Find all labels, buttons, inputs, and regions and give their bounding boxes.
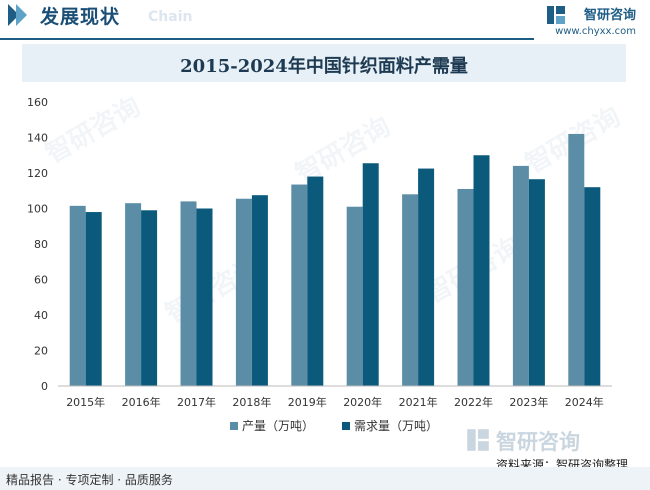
bar-production-2021年 bbox=[402, 194, 419, 386]
x-tick-label: 2024年 bbox=[565, 395, 604, 409]
bar-demand-2023年 bbox=[528, 179, 545, 386]
legend-label: 需求量（万吨） bbox=[354, 419, 438, 433]
x-tick-label: 2021年 bbox=[399, 395, 438, 409]
x-axis: 2015年 2016年 2017年 2018年 2019年 2020年 2021年 2022年… bbox=[58, 385, 612, 409]
x-tick-label: 2018年 bbox=[232, 395, 271, 409]
chart-title: 2015-2024年中国针织面料产需量 bbox=[180, 56, 468, 77]
bar-production-2016年 bbox=[125, 203, 142, 386]
section-marker-icon bbox=[8, 4, 19, 26]
header-divider bbox=[0, 38, 534, 40]
x-tick-label: 2017年 bbox=[177, 395, 216, 409]
bar-production-2018年 bbox=[235, 198, 252, 386]
bar-production-2023年 bbox=[512, 165, 529, 386]
bars bbox=[69, 133, 601, 386]
section-marker-icon-2 bbox=[16, 4, 27, 26]
legend: 产量（万吨） 需求量（万吨） bbox=[230, 419, 438, 433]
footer-logo-icon bbox=[467, 429, 489, 451]
legend-swatch bbox=[230, 422, 238, 430]
y-axis: 0 20 40 60 80 100 120 140 160 bbox=[27, 96, 48, 393]
legend-label: 产量（万吨） bbox=[242, 419, 314, 433]
header: 发展现状 Chain 智研咨询 www.chyxx.com bbox=[0, 0, 650, 44]
legend-swatch bbox=[342, 422, 350, 430]
x-tick-label: 2016年 bbox=[122, 395, 161, 409]
chart-title-band: 2015-2024年中国针织面料产需量 bbox=[22, 44, 626, 82]
footer-tagline: 精品报告 · 专项定制 · 品质服务 bbox=[6, 473, 173, 487]
bar-demand-2015年 bbox=[85, 212, 102, 386]
bar-demand-2021年 bbox=[418, 168, 435, 386]
footer-logo-text: 智研咨询 bbox=[496, 430, 580, 454]
y-tick-label: 20 bbox=[34, 345, 48, 358]
x-tick-label: 2022年 bbox=[454, 395, 493, 409]
bar-production-2019年 bbox=[291, 184, 308, 386]
x-tick-label: 2020年 bbox=[343, 395, 382, 409]
section-title: 发展现状 bbox=[40, 6, 121, 28]
x-tick-label: 2019年 bbox=[288, 395, 327, 409]
bar-demand-2018年 bbox=[251, 195, 268, 386]
y-tick-label: 120 bbox=[27, 167, 48, 180]
bar-production-2022年 bbox=[457, 188, 474, 386]
section-subtitle: Chain bbox=[148, 9, 193, 25]
bar-demand-2022年 bbox=[473, 155, 490, 386]
x-tick-label: 2015年 bbox=[66, 395, 105, 409]
brand-logo-icon bbox=[547, 6, 565, 24]
y-tick-label: 140 bbox=[27, 132, 48, 145]
brand-name: 智研咨询 bbox=[583, 8, 636, 23]
bar-production-2017年 bbox=[180, 201, 197, 386]
brand-url[interactable]: www.chyxx.com bbox=[555, 26, 636, 37]
footer: 精品报告 · 专项定制 · 品质服务 bbox=[0, 467, 650, 490]
y-tick-label: 60 bbox=[34, 274, 48, 287]
bar-demand-2024年 bbox=[584, 187, 601, 386]
bar-production-2020年 bbox=[346, 206, 363, 386]
footer-logo: 智研咨询 bbox=[466, 428, 580, 456]
bar-production-2024年 bbox=[568, 133, 585, 386]
y-tick-label: 80 bbox=[34, 238, 48, 251]
bar-demand-2019年 bbox=[307, 176, 324, 386]
bar-production-2015年 bbox=[69, 205, 86, 386]
y-tick-label: 40 bbox=[34, 309, 48, 322]
y-tick-label: 0 bbox=[41, 380, 48, 393]
bar-demand-2020年 bbox=[362, 163, 379, 386]
bar-demand-2017年 bbox=[196, 208, 213, 386]
x-tick-label: 2023年 bbox=[509, 395, 548, 409]
y-tick-label: 160 bbox=[27, 96, 48, 109]
y-tick-label: 100 bbox=[27, 203, 48, 216]
bar-demand-2016年 bbox=[141, 210, 158, 386]
